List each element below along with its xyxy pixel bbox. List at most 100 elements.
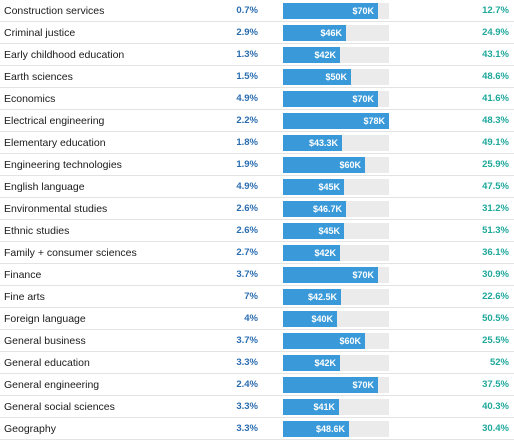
earnings-bar bbox=[283, 113, 389, 129]
earnings-bar bbox=[283, 311, 337, 327]
major-name: Fine arts bbox=[4, 291, 45, 303]
earnings-bar-track: $42K bbox=[283, 245, 389, 261]
share-value: 2.2% bbox=[236, 115, 258, 126]
earnings-bar bbox=[283, 245, 340, 261]
percent-value: 43.1% bbox=[482, 49, 509, 60]
percent-value: 48.6% bbox=[482, 71, 509, 82]
table-row: Family + consumer sciences 2.7% $42K 36.1% bbox=[0, 242, 514, 264]
share-value: 4% bbox=[244, 313, 258, 324]
earnings-bar-track: $41K bbox=[283, 399, 389, 415]
share-value: 2.9% bbox=[236, 27, 258, 38]
major-name: General education bbox=[4, 357, 90, 369]
table-row: Finance 3.7% $70K 30.9% bbox=[0, 264, 514, 286]
earnings-bar bbox=[283, 91, 378, 107]
earnings-label: $42K bbox=[314, 358, 336, 368]
table-row: General business 3.7% $60K 25.5% bbox=[0, 330, 514, 352]
table-row: Engineering technologies 1.9% $60K 25.9% bbox=[0, 154, 514, 176]
table-row: Earth sciences 1.5% $50K 48.6% bbox=[0, 66, 514, 88]
share-value: 1.8% bbox=[236, 137, 258, 148]
earnings-label: $42.5K bbox=[307, 292, 337, 302]
earnings-bar bbox=[283, 399, 339, 415]
earnings-bar-track: $60K bbox=[283, 333, 389, 349]
earnings-bar-track: $48.6K bbox=[283, 421, 389, 437]
earnings-bar-track: $42K bbox=[283, 47, 389, 63]
percent-value: 25.5% bbox=[482, 335, 509, 346]
earnings-bar bbox=[283, 377, 378, 393]
earnings-label: $70K bbox=[352, 270, 374, 280]
share-value: 1.9% bbox=[236, 159, 258, 170]
earnings-bar-track: $70K bbox=[283, 91, 389, 107]
percent-value: 12.7% bbox=[482, 5, 509, 16]
earnings-bar-track: $45K bbox=[283, 179, 389, 195]
percent-value: 25.9% bbox=[482, 159, 509, 170]
earnings-bar-track: $46.7K bbox=[283, 201, 389, 217]
table-row: Fine arts 7% $42.5K 22.6% bbox=[0, 286, 514, 308]
earnings-label: $78K bbox=[363, 116, 385, 126]
table-row: Electrical engineering 2.2% $78K 48.3% bbox=[0, 110, 514, 132]
share-value: 4.9% bbox=[236, 93, 258, 104]
table-row: Foreign language 4% $40K 50.5% bbox=[0, 308, 514, 330]
percent-value: 52% bbox=[489, 357, 509, 368]
earnings-label: $42K bbox=[314, 50, 336, 60]
earnings-label: $45K bbox=[318, 182, 340, 192]
major-name: General engineering bbox=[4, 379, 100, 391]
share-value: 1.3% bbox=[236, 49, 258, 60]
earnings-label: $46K bbox=[320, 28, 342, 38]
percent-value: 30.4% bbox=[482, 423, 509, 434]
earnings-bar-track: $78K bbox=[283, 113, 389, 129]
table-row: Environmental studies 2.6% $46.7K 31.2% bbox=[0, 198, 514, 220]
earnings-bar-track: $42K bbox=[283, 355, 389, 371]
table-row: Economics 4.9% $70K 41.6% bbox=[0, 88, 514, 110]
percent-value: 36.1% bbox=[482, 247, 509, 258]
major-name: Engineering technologies bbox=[4, 159, 122, 171]
earnings-label: $45K bbox=[318, 226, 340, 236]
share-value: 7% bbox=[244, 291, 258, 302]
earnings-label: $42K bbox=[314, 248, 336, 258]
earnings-bar bbox=[283, 179, 344, 195]
percent-value: 49.1% bbox=[482, 137, 509, 148]
major-name: General social sciences bbox=[4, 401, 115, 413]
earnings-bar bbox=[283, 25, 346, 41]
share-value: 3.7% bbox=[236, 269, 258, 280]
earnings-bar-track: $43.3K bbox=[283, 135, 389, 151]
share-value: 3.3% bbox=[236, 401, 258, 412]
major-name: Early childhood education bbox=[4, 49, 125, 61]
major-name: Foreign language bbox=[4, 313, 86, 325]
table-row: General social sciences 3.3% $41K 40.3% bbox=[0, 396, 514, 418]
share-value: 4.9% bbox=[236, 181, 258, 192]
percent-value: 41.6% bbox=[482, 93, 509, 104]
earnings-bar-track: $60K bbox=[283, 157, 389, 173]
share-value: 1.5% bbox=[236, 71, 258, 82]
table-row: General engineering 2.4% $70K 37.5% bbox=[0, 374, 514, 396]
table-row: Early childhood education 1.3% $42K 43.1% bbox=[0, 44, 514, 66]
percent-value: 31.2% bbox=[482, 203, 509, 214]
share-value: 2.6% bbox=[236, 203, 258, 214]
percent-value: 48.3% bbox=[482, 115, 509, 126]
percent-value: 47.5% bbox=[482, 181, 509, 192]
earnings-bar-track: $70K bbox=[283, 267, 389, 283]
earnings-bar-track: $42.5K bbox=[283, 289, 389, 305]
percent-value: 22.6% bbox=[482, 291, 509, 302]
table-row: Ethnic studies 2.6% $45K 51.3% bbox=[0, 220, 514, 242]
share-value: 3.3% bbox=[236, 357, 258, 368]
earnings-label: $40K bbox=[311, 314, 333, 324]
earnings-label: $70K bbox=[352, 94, 374, 104]
table-row: Geography 3.3% $48.6K 30.4% bbox=[0, 418, 514, 440]
earnings-bar bbox=[283, 135, 342, 151]
earnings-label: $48.6K bbox=[315, 424, 345, 434]
share-value: 2.4% bbox=[236, 379, 258, 390]
earnings-bar-track: $45K bbox=[283, 223, 389, 239]
major-name: Family + consumer sciences bbox=[4, 247, 137, 259]
percent-value: 50.5% bbox=[482, 313, 509, 324]
earnings-label: $60K bbox=[339, 336, 361, 346]
major-name: Geography bbox=[4, 423, 56, 435]
earnings-label: $43.3K bbox=[308, 138, 338, 148]
earnings-label: $70K bbox=[352, 6, 374, 16]
major-name: Earth sciences bbox=[4, 71, 73, 83]
major-name: Finance bbox=[4, 269, 42, 281]
table-row: Elementary education 1.8% $43.3K 49.1% bbox=[0, 132, 514, 154]
earnings-bar-track: $70K bbox=[283, 377, 389, 393]
percent-value: 37.5% bbox=[482, 379, 509, 390]
major-name: Ethnic studies bbox=[4, 225, 70, 237]
earnings-label: $70K bbox=[352, 380, 374, 390]
